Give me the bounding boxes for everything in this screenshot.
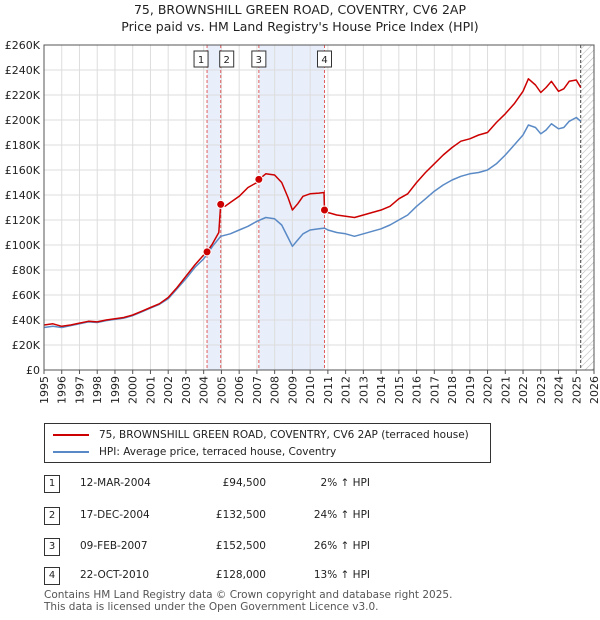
x-tick-label: 2005: [215, 376, 228, 404]
transaction-row: 4 22-OCT-2010 £128,000 13% ↑ HPI: [0, 566, 600, 588]
x-tick-label: 2000: [127, 376, 140, 404]
transaction-date: 17-DEC-2004: [80, 509, 150, 521]
sale-point: [254, 174, 264, 184]
price-chart: £0 £20K £40K £60K £80K £100K £120K £140K £160K £1…: [5, 39, 600, 404]
legend-swatch-hpi: [53, 451, 89, 453]
x-tick-label: 1997: [73, 376, 86, 404]
x-tick-label: 2017: [428, 376, 441, 404]
transaction-row: 1 12-MAR-2004 £94,500 2% ↑ HPI: [0, 474, 600, 496]
chart-legend: 75, BROWNSHILL GREEN ROAD, COVENTRY, CV6…: [44, 423, 491, 463]
transaction-price: £94,500: [222, 477, 266, 489]
x-tick-label: 2018: [446, 376, 459, 404]
y-tick-label: £240K: [5, 64, 41, 77]
transaction-date: 22-OCT-2010: [80, 569, 149, 581]
x-tick-label: 2003: [180, 376, 193, 404]
transaction-price: £152,500: [215, 540, 266, 552]
transaction-date: 12-MAR-2004: [80, 477, 151, 489]
sale-point: [216, 199, 226, 209]
footer-licence: This data is licensed under the Open Gov…: [44, 601, 379, 613]
x-tick-label: 2026: [588, 376, 600, 404]
x-tick-label: 2004: [198, 376, 211, 404]
x-tick-label: 2006: [233, 376, 246, 404]
x-tick-label: 2022: [517, 376, 530, 404]
x-tick-label: 2025: [570, 376, 583, 404]
sale-label-number: 3: [256, 55, 262, 66]
y-tick-label: £200K: [5, 114, 41, 127]
x-tick-label: 2008: [269, 376, 282, 404]
property-price-line: [44, 78, 582, 328]
legend-label-hpi: HPI: Average price, terraced house, Cove…: [99, 446, 337, 458]
y-tick-label: £220K: [5, 89, 41, 102]
x-tick-label: 1996: [56, 376, 69, 404]
transaction-number: 4: [44, 567, 60, 585]
ownership-shade: [207, 45, 221, 370]
x-tick-label: 2021: [499, 376, 512, 404]
legend-label-property: 75, BROWNSHILL GREEN ROAD, COVENTRY, CV6…: [99, 429, 469, 441]
y-tick-label: £120K: [5, 214, 41, 227]
x-tick-label: 1995: [38, 376, 51, 404]
sale-label-box: [193, 50, 209, 68]
legend-swatch-property: [53, 434, 89, 436]
y-tick-label: £80K: [12, 264, 41, 277]
transaction-row: 3 09-FEB-2007 £152,500 26% ↑ HPI: [0, 537, 600, 559]
y-tick-label: £160K: [5, 164, 41, 177]
x-tick-label: 2012: [340, 376, 353, 404]
x-tick-label: 2020: [482, 376, 495, 404]
sale-label-number: 1: [198, 55, 204, 66]
y-tick-label: £100K: [5, 239, 41, 252]
transaction-date: 09-FEB-2007: [80, 540, 148, 552]
sale-label-box: [317, 50, 332, 68]
sale-label-box: [219, 50, 235, 68]
y-tick-label: £140K: [5, 189, 41, 202]
x-tick-label: 2002: [162, 376, 175, 404]
x-tick-label: 2014: [375, 376, 388, 404]
plot-border: [43, 44, 595, 371]
sale-point: [320, 205, 329, 215]
transaction-row: 2 17-DEC-2004 £132,500 24% ↑ HPI: [0, 506, 600, 528]
y-tick-label: £0: [26, 364, 40, 377]
x-tick-label: 1999: [109, 376, 122, 404]
x-tick-label: 2011: [322, 376, 335, 404]
legend-item-hpi: HPI: Average price, terraced house, Cove…: [53, 444, 336, 460]
x-tick-label: 2019: [464, 376, 477, 404]
transaction-price: £128,000: [215, 569, 266, 581]
x-tick-label: 1998: [91, 376, 104, 404]
x-tick-label: 2016: [411, 376, 424, 404]
x-tick-label: 2023: [535, 376, 548, 404]
sale-label-number: 2: [224, 55, 230, 66]
transaction-hpi: 13% ↑ HPI: [313, 569, 370, 581]
transaction-hpi: 2% ↑ HPI: [320, 477, 370, 489]
sale-label-number: 4: [321, 55, 327, 66]
chart-title: 75, BROWNSHILL GREEN ROAD, COVENTRY, CV6…: [133, 2, 466, 17]
x-tick-label: 2024: [553, 376, 566, 404]
x-tick-label: 2010: [304, 376, 317, 404]
y-tick-label: £20K: [12, 339, 41, 352]
chart-subtitle: Price paid vs. HM Land Registry's House …: [121, 19, 479, 34]
x-tick-label: 2015: [393, 376, 406, 404]
x-tick-label: 2007: [251, 376, 264, 404]
forecast-hatch: [580, 45, 594, 370]
transaction-number: 1: [44, 475, 60, 493]
x-tick-label: 2013: [357, 376, 370, 404]
x-tick-label: 2009: [286, 376, 299, 404]
legend-item-property: 75, BROWNSHILL GREEN ROAD, COVENTRY, CV6…: [53, 427, 469, 443]
transaction-number: 2: [44, 507, 60, 525]
footer-copyright: Contains HM Land Registry data © Crown c…: [44, 589, 453, 601]
x-tick-label: 2001: [144, 376, 157, 404]
y-tick-label: £60K: [12, 289, 41, 302]
sale-label-box: [251, 50, 267, 68]
y-tick-label: £260K: [5, 39, 41, 52]
y-tick-label: £180K: [5, 139, 41, 152]
transaction-hpi: 24% ↑ HPI: [313, 509, 370, 521]
y-tick-label: £40K: [12, 314, 41, 327]
transaction-price: £132,500: [215, 509, 266, 521]
sale-point: [202, 247, 212, 257]
transaction-number: 3: [44, 538, 60, 556]
transaction-hpi: 26% ↑ HPI: [313, 540, 370, 552]
